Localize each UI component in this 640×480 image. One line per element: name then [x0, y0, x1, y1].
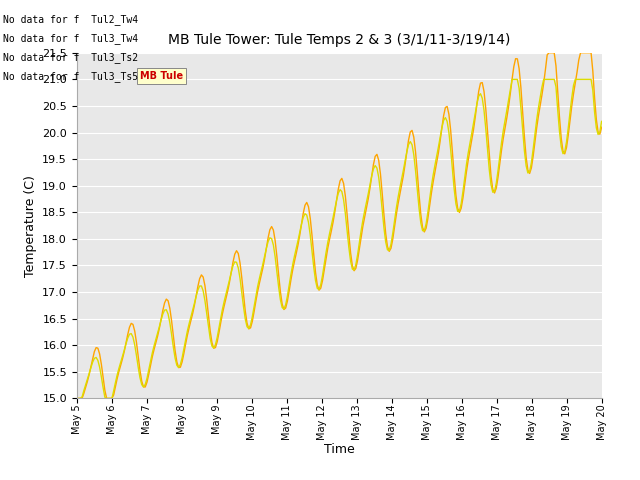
Tul2_Ts-2 [598, 124, 605, 130]
Tul2_Ts-2 [545, 50, 553, 56]
Tul2_Ts-8 [508, 76, 516, 82]
Tul2_Ts-8 [598, 119, 605, 124]
Tul2_Ts-2 [550, 50, 558, 56]
Line: Tul2_Ts-2: Tul2_Ts-2 [77, 53, 602, 398]
Tul2_Ts-8 [550, 76, 558, 82]
Tul2_Ts-8 [394, 195, 402, 201]
Text: No data for f  Tul3_Ts5: No data for f Tul3_Ts5 [3, 71, 138, 82]
Tul2_Ts-8 [383, 247, 391, 253]
Tul2_Ts-2 [383, 244, 391, 250]
Text: MB Tule: MB Tule [140, 72, 183, 82]
X-axis label: Time: Time [324, 443, 355, 456]
Text: No data for f  Tul3_Ts2: No data for f Tul3_Ts2 [3, 52, 138, 63]
Title: MB Tule Tower: Tule Temps 2 & 3 (3/1/11-3/19/14): MB Tule Tower: Tule Temps 2 & 3 (3/1/11-… [168, 34, 510, 48]
Text: No data for f  Tul2_Tw4: No data for f Tul2_Tw4 [3, 13, 138, 24]
Text: No data for f  Tul3_Tw4: No data for f Tul3_Tw4 [3, 33, 138, 44]
Tul2_Ts-8 [517, 105, 525, 110]
Tul2_Ts-2 [394, 201, 402, 207]
Tul2_Ts-2 [385, 249, 393, 254]
Y-axis label: Temperature (C): Temperature (C) [24, 175, 36, 276]
Tul2_Ts-8 [385, 248, 393, 253]
Tul2_Ts-2 [515, 66, 523, 72]
Line: Tul2_Ts-8: Tul2_Ts-8 [77, 79, 602, 398]
Tul2_Ts-8 [73, 396, 81, 401]
Tul2_Ts-2 [75, 396, 83, 401]
Tul2_Ts-8 [75, 396, 83, 401]
Tul2_Ts-2 [73, 396, 81, 401]
